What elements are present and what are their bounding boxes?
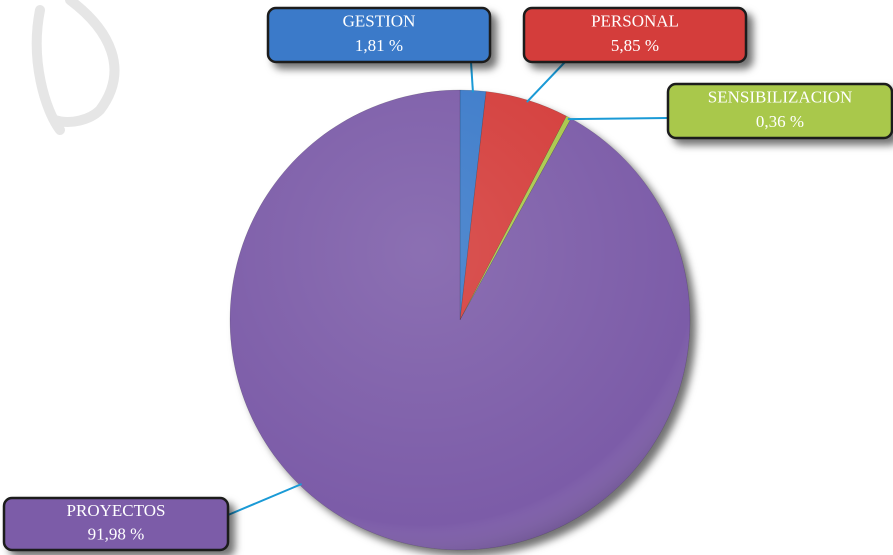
label-box: [666, 82, 893, 140]
label-name: SENSIBILIZACION: [708, 87, 853, 106]
pie-slice: [229, 89, 691, 551]
label-box: [522, 6, 748, 64]
pie: [229, 89, 691, 551]
leader-line: [567, 117, 669, 121]
labels: GESTION 1,81 % PERSONAL 5,85 % SENSIBILIZACI…: [2, 6, 893, 552]
label-value: 91,98 %: [88, 524, 145, 543]
label-value: 5,85 %: [611, 36, 659, 55]
label-name: PERSONAL: [591, 11, 679, 30]
decoration: [31, 0, 120, 135]
leader-line: [470, 61, 474, 93]
label-box: [266, 6, 492, 64]
label-box: [2, 496, 230, 552]
label-value: 0,36 %: [756, 112, 804, 131]
label-value: 1,81 %: [355, 36, 403, 55]
leader-line: [526, 61, 566, 103]
label-name: PROYECTOS: [67, 501, 166, 520]
label-name: GESTION: [343, 11, 416, 30]
leader-line: [227, 483, 303, 516]
